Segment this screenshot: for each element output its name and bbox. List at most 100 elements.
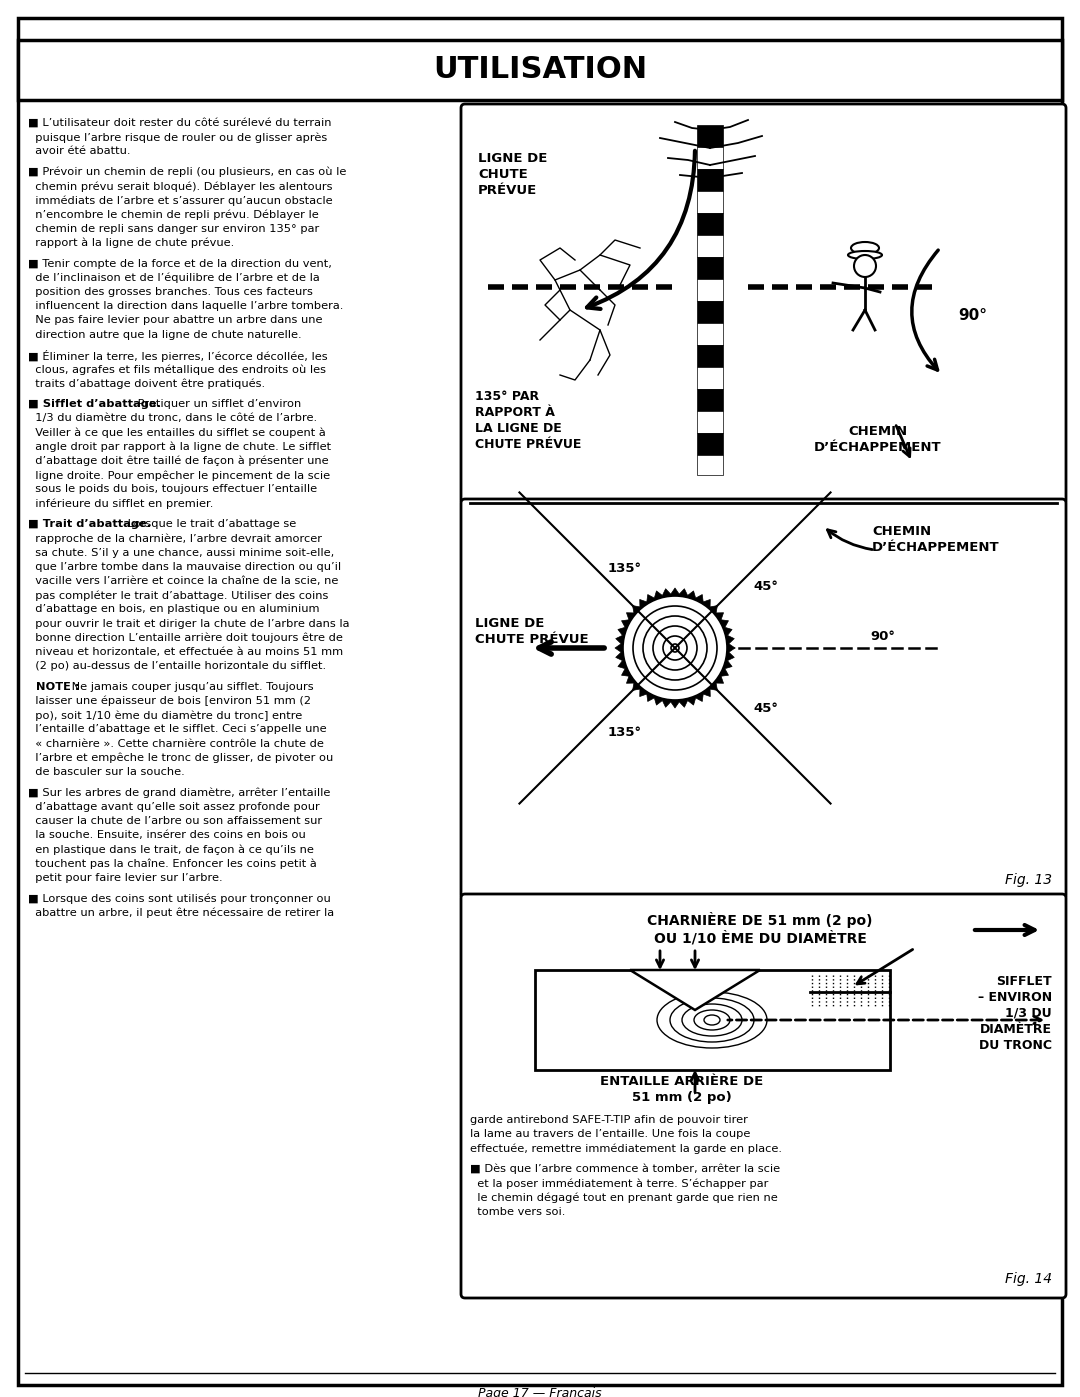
Text: ■ Lorsque des coins sont utilisés pour tronçonner ou: ■ Lorsque des coins sont utilisés pour t…	[28, 893, 330, 904]
Text: d’abattage en bois, en plastique ou en aluminium: d’abattage en bois, en plastique ou en a…	[28, 605, 320, 615]
Text: ENTAILLE ARRIÈRE DE
51 mm (2 po): ENTAILLE ARRIÈRE DE 51 mm (2 po)	[600, 1076, 764, 1104]
Text: CHARNIÈRE DE 51 mm (2 po)
OU 1/10 ÈME DU DIAMÈTRE: CHARNIÈRE DE 51 mm (2 po) OU 1/10 ÈME DU…	[647, 912, 873, 946]
Text: traits d’abattage doivent être pratiqués.: traits d’abattage doivent être pratiqués…	[28, 379, 265, 390]
Text: chemin de repli sans danger sur environ 135° par: chemin de repli sans danger sur environ …	[28, 224, 320, 233]
Circle shape	[671, 644, 679, 652]
Text: immédiats de l’arbre et s’assurer qu’aucun obstacle: immédiats de l’arbre et s’assurer qu’auc…	[28, 196, 333, 205]
Circle shape	[643, 616, 707, 680]
Text: garde antirebond SAFE-T-TIP afin de pouvoir tirer: garde antirebond SAFE-T-TIP afin de pouv…	[470, 1115, 747, 1125]
Bar	[697, 323, 723, 345]
Bar	[697, 147, 723, 169]
Ellipse shape	[851, 242, 879, 254]
Text: 90°: 90°	[870, 630, 895, 643]
Bar	[697, 433, 723, 455]
Circle shape	[653, 626, 697, 671]
Bar	[697, 124, 723, 147]
Bar	[697, 388, 723, 411]
Bar	[697, 257, 723, 279]
Text: rapproche de la charnière, l’arbre devrait amorcer: rapproche de la charnière, l’arbre devra…	[28, 534, 322, 543]
Text: en plastique dans le trait, de façon à ce qu’ils ne: en plastique dans le trait, de façon à c…	[28, 844, 314, 855]
Text: ■ Éliminer la terre, les pierres, l’écorce décollée, les: ■ Éliminer la terre, les pierres, l’écor…	[28, 351, 327, 362]
Bar	[535, 970, 890, 1070]
Text: « charnière ». Cette charnière contrôle la chute de: « charnière ». Cette charnière contrôle …	[28, 739, 324, 749]
Ellipse shape	[848, 251, 882, 258]
Text: de l’inclinaison et de l’équilibre de l’arbre et de la: de l’inclinaison et de l’équilibre de l’…	[28, 272, 320, 284]
Bar	[18, 41, 1062, 101]
Text: l’arbre et empêche le tronc de glisser, de pivoter ou: l’arbre et empêche le tronc de glisser, …	[28, 753, 334, 763]
Text: causer la chute de l’arbre ou son affaissement sur: causer la chute de l’arbre ou son affais…	[28, 816, 322, 826]
Text: Fig. 14: Fig. 14	[1004, 1273, 1052, 1287]
Text: avoir été abattu.: avoir été abattu.	[28, 147, 131, 156]
Text: bonne direction L’entaille arrière doit toujours être de: bonne direction L’entaille arrière doit …	[28, 633, 342, 643]
Text: ■ Tenir compte de la force et de la direction du vent,: ■ Tenir compte de la force et de la dire…	[28, 258, 332, 268]
Circle shape	[633, 606, 717, 690]
Text: petit pour faire levier sur l’arbre.: petit pour faire levier sur l’arbre.	[28, 873, 222, 883]
Circle shape	[653, 626, 697, 671]
Text: direction autre que la ligne de chute naturelle.: direction autre que la ligne de chute na…	[28, 330, 301, 339]
Bar	[697, 411, 723, 433]
Bar	[697, 191, 723, 212]
Text: Page 17 — Français: Page 17 — Français	[478, 1387, 602, 1397]
Text: NOTE :: NOTE :	[28, 682, 80, 692]
Text: Lorsque le trait d’abattage se: Lorsque le trait d’abattage se	[124, 520, 296, 529]
Circle shape	[671, 644, 679, 652]
Text: niveau et horizontale, et effectuée à au moins 51 mm: niveau et horizontale, et effectuée à au…	[28, 647, 343, 657]
Text: pas compléter le trait d’abattage. Utiliser des coins: pas compléter le trait d’abattage. Utili…	[28, 590, 328, 601]
Text: ligne droite. Pour empêcher le pincement de la scie: ligne droite. Pour empêcher le pincement…	[28, 471, 330, 481]
Text: CHEMIN
D’ÉCHAPPEMENT: CHEMIN D’ÉCHAPPEMENT	[814, 425, 942, 454]
Text: ■ Sifflet d’abattage.: ■ Sifflet d’abattage.	[28, 400, 161, 409]
Text: ■ L’utilisateur doit rester du côté surélevé du terrain: ■ L’utilisateur doit rester du côté suré…	[28, 117, 332, 129]
Text: po), soit 1/10 ème du diamètre du tronc] entre: po), soit 1/10 ème du diamètre du tronc]…	[28, 710, 302, 721]
Text: Veiller à ce que les entailles du sifflet se coupent à: Veiller à ce que les entailles du siffle…	[28, 427, 326, 439]
Circle shape	[633, 606, 717, 690]
Text: 135°: 135°	[608, 726, 642, 739]
Text: ■ Sur les arbres de grand diamètre, arrêter l’entaille: ■ Sur les arbres de grand diamètre, arrê…	[28, 788, 330, 798]
Text: d’abattage doit être taillé de façon à présenter une: d’abattage doit être taillé de façon à p…	[28, 455, 328, 467]
Text: laisser une épaisseur de bois [environ 51 mm (2: laisser une épaisseur de bois [environ 5…	[28, 696, 311, 707]
Polygon shape	[615, 588, 735, 708]
Text: tombe vers soi.: tombe vers soi.	[470, 1207, 565, 1217]
Text: ■ Trait d’abattage.: ■ Trait d’abattage.	[28, 520, 151, 529]
Text: de basculer sur la souche.: de basculer sur la souche.	[28, 767, 185, 777]
Text: position des grosses branches. Tous ces facteurs: position des grosses branches. Tous ces …	[28, 286, 313, 298]
Text: LIGNE DE
CHUTE
PRÉVUE: LIGNE DE CHUTE PRÉVUE	[478, 152, 548, 197]
Text: LIGNE DE
CHUTE PRÉVUE: LIGNE DE CHUTE PRÉVUE	[475, 617, 589, 645]
Bar	[697, 367, 723, 388]
Text: 135° PAR
RAPPORT À
LA LIGNE DE
CHUTE PRÉVUE: 135° PAR RAPPORT À LA LIGNE DE CHUTE PRÉ…	[475, 390, 581, 451]
Circle shape	[663, 636, 687, 659]
Circle shape	[623, 597, 727, 700]
Polygon shape	[630, 970, 760, 1010]
Text: sous le poids du bois, toujours effectuer l’entaille: sous le poids du bois, toujours effectue…	[28, 485, 318, 495]
Text: d’abattage avant qu’elle soit assez profonde pour: d’abattage avant qu’elle soit assez prof…	[28, 802, 320, 812]
Text: angle droit par rapport à la ligne de chute. Le sifflet: angle droit par rapport à la ligne de ch…	[28, 441, 332, 453]
Circle shape	[854, 256, 876, 277]
Text: influencent la direction dans laquelle l’arbre tombera.: influencent la direction dans laquelle l…	[28, 302, 343, 312]
Text: vacille vers l’arrière et coince la chaîne de la scie, ne: vacille vers l’arrière et coince la chaî…	[28, 576, 338, 585]
Bar	[697, 235, 723, 257]
FancyBboxPatch shape	[461, 103, 1066, 504]
Text: ■ Dès que l’arbre commence à tomber, arrêter la scie: ■ Dès que l’arbre commence à tomber, arr…	[470, 1164, 780, 1175]
Bar	[697, 169, 723, 191]
Text: abattre un arbre, il peut être nécessaire de retirer la: abattre un arbre, il peut être nécessair…	[28, 908, 334, 918]
Text: effectuée, remettre immédiatement la garde en place.: effectuée, remettre immédiatement la gar…	[470, 1143, 782, 1154]
Text: l’entaille d’abattage et le sifflet. Ceci s’appelle une: l’entaille d’abattage et le sifflet. Cec…	[28, 724, 326, 735]
Text: la lame au travers de l’entaille. Une fois la coupe: la lame au travers de l’entaille. Une fo…	[470, 1129, 751, 1139]
Text: pour ouvrir le trait et diriger la chute de l’arbre dans la: pour ouvrir le trait et diriger la chute…	[28, 619, 350, 629]
Text: sa chute. S’il y a une chance, aussi minime soit-elle,: sa chute. S’il y a une chance, aussi min…	[28, 548, 334, 557]
Text: 45°: 45°	[753, 580, 778, 592]
Text: Fig. 13: Fig. 13	[1004, 873, 1052, 887]
Text: la souche. Ensuite, insérer des coins en bois ou: la souche. Ensuite, insérer des coins en…	[28, 830, 306, 840]
Bar	[697, 212, 723, 235]
Text: puisque l’arbre risque de rouler ou de glisser après: puisque l’arbre risque de rouler ou de g…	[28, 133, 327, 142]
Circle shape	[643, 616, 707, 680]
Bar	[697, 345, 723, 367]
Text: SIFFLET
– ENVIRON
1/3 DU
DIAMÈTRE
DU TRONC: SIFFLET – ENVIRON 1/3 DU DIAMÈTRE DU TRO…	[977, 975, 1052, 1052]
Circle shape	[623, 597, 727, 700]
Text: chemin prévu serait bloqué). Déblayer les alentours: chemin prévu serait bloqué). Déblayer le…	[28, 182, 333, 191]
Circle shape	[663, 636, 687, 659]
Text: rapport à la ligne de chute prévue.: rapport à la ligne de chute prévue.	[28, 237, 234, 249]
Bar	[697, 279, 723, 300]
Text: UTILISATION: UTILISATION	[433, 56, 647, 84]
Text: Ne jamais couper jusqu’au sifflet. Toujours: Ne jamais couper jusqu’au sifflet. Toujo…	[68, 682, 314, 692]
Text: touchent pas la chaîne. Enfoncer les coins petit à: touchent pas la chaîne. Enfoncer les coi…	[28, 859, 316, 869]
